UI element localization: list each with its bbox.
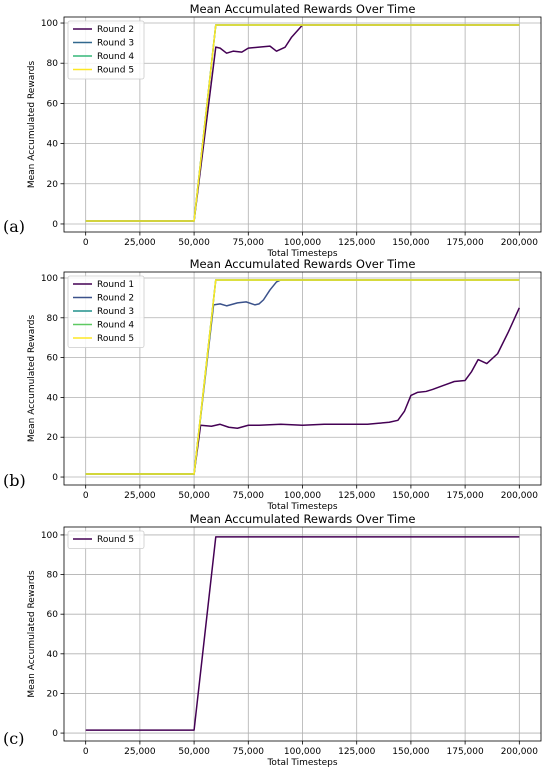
y-axis-label: Mean Accumulated Rewards xyxy=(27,315,37,443)
y-tick-label: 20 xyxy=(47,689,59,699)
x-tick-label: 0 xyxy=(83,238,89,248)
series-line-round-1 xyxy=(85,307,521,475)
y-axis-label: Mean Accumulated Rewards xyxy=(27,61,37,189)
y-tick-label: 0 xyxy=(52,220,58,230)
legend-label: Round 4 xyxy=(97,321,134,331)
x-axis-label: Total Timesteps xyxy=(266,502,337,512)
x-tick-label: 175,000 xyxy=(447,747,484,757)
series-line-round-2 xyxy=(85,279,520,475)
x-tick-label: 0 xyxy=(83,747,89,757)
legend-label: Round 3 xyxy=(97,39,134,49)
x-tick-label: 50,000 xyxy=(178,491,210,501)
legend: Round 5 xyxy=(67,530,145,549)
legend-label: Round 2 xyxy=(97,294,134,304)
series-line-round-5 xyxy=(85,24,520,222)
x-tick-label: 125,000 xyxy=(338,238,375,248)
x-tick-label: 150,000 xyxy=(392,747,429,757)
y-tick-label: 0 xyxy=(52,473,58,483)
y-tick-label: 80 xyxy=(47,571,59,581)
x-tick-label: 50,000 xyxy=(178,747,210,757)
legend: Round 1 Round 2 Round 3 Round 4 Round 5 xyxy=(67,275,145,348)
x-tick-label: 200,000 xyxy=(501,747,538,757)
legend-label: Round 5 xyxy=(97,334,134,344)
chart-panel-3: 0 25,000 50,000 75,000 100,000 125,000 150,000… xyxy=(3,512,542,768)
chart-panel-2: 0 25,000 50,000 75,000 100,000 125,000 150,000… xyxy=(3,257,542,512)
x-tick-label: 100,000 xyxy=(284,491,321,501)
chart-title: Mean Accumulated Rewards Over Time xyxy=(190,257,416,271)
x-tick-label: 75,000 xyxy=(233,238,265,248)
y-tick-label: 60 xyxy=(47,610,59,620)
x-tick-label: 0 xyxy=(83,491,89,501)
legend-label: Round 1 xyxy=(97,280,134,290)
legend: Round 2 Round 3 Round 4 Round 5 xyxy=(67,20,145,80)
x-tick-label: 100,000 xyxy=(284,747,321,757)
x-tick-label: 200,000 xyxy=(501,491,538,501)
x-tick-label: 125,000 xyxy=(338,491,375,501)
chart-title: Mean Accumulated Rewards Over Time xyxy=(190,512,416,526)
y-tick-label: 40 xyxy=(47,393,59,403)
legend-box xyxy=(67,20,145,80)
y-tick-label: 100 xyxy=(41,531,58,541)
y-tick-label: 40 xyxy=(47,140,59,150)
series-line-round-5 xyxy=(85,536,520,731)
x-tick-label: 25,000 xyxy=(124,491,156,501)
x-tick-label: 150,000 xyxy=(392,491,429,501)
legend-label: Round 4 xyxy=(97,52,134,62)
panel-label: (b) xyxy=(3,471,26,490)
legend-label: Round 5 xyxy=(97,535,134,545)
x-tick-label: 75,000 xyxy=(233,491,265,501)
legend-label: Round 3 xyxy=(97,307,134,317)
legend-label: Round 5 xyxy=(97,66,134,76)
y-tick-label: 80 xyxy=(47,314,59,324)
x-tick-label: 175,000 xyxy=(447,491,484,501)
chart-panel-1: 0 25,000 50,000 75,000 100,000 125,000 150,000… xyxy=(3,2,542,259)
y-tick-label: 100 xyxy=(41,19,58,29)
y-tick-label: 80 xyxy=(47,59,59,69)
x-tick-label: 125,000 xyxy=(338,747,375,757)
legend-box xyxy=(67,275,145,348)
x-tick-label: 200,000 xyxy=(501,238,538,248)
y-tick-label: 20 xyxy=(47,180,59,190)
x-tick-label: 150,000 xyxy=(392,238,429,248)
y-tick-label: 60 xyxy=(47,99,59,109)
legend-box xyxy=(67,530,145,549)
x-tick-label: 100,000 xyxy=(284,238,321,248)
x-axis-label: Total Timesteps xyxy=(266,758,337,768)
legend-label: Round 2 xyxy=(97,25,134,35)
x-tick-label: 25,000 xyxy=(124,238,156,248)
series-line-round-5 xyxy=(85,279,520,475)
y-tick-label: 60 xyxy=(47,354,59,364)
series-line-round-2 xyxy=(85,24,520,222)
x-tick-label: 75,000 xyxy=(233,747,265,757)
x-tick-label: 175,000 xyxy=(447,238,484,248)
panel-label: (a) xyxy=(3,217,25,236)
y-tick-label: 20 xyxy=(47,433,59,443)
panel-label: (c) xyxy=(3,729,24,748)
chart-title: Mean Accumulated Rewards Over Time xyxy=(190,2,416,16)
y-tick-label: 100 xyxy=(41,274,58,284)
x-tick-label: 50,000 xyxy=(178,238,210,248)
y-axis-label: Mean Accumulated Rewards xyxy=(27,570,37,698)
y-tick-label: 40 xyxy=(47,650,59,660)
y-tick-label: 0 xyxy=(52,729,58,739)
x-tick-label: 25,000 xyxy=(124,747,156,757)
x-axis-label: Total Timesteps xyxy=(266,249,337,259)
